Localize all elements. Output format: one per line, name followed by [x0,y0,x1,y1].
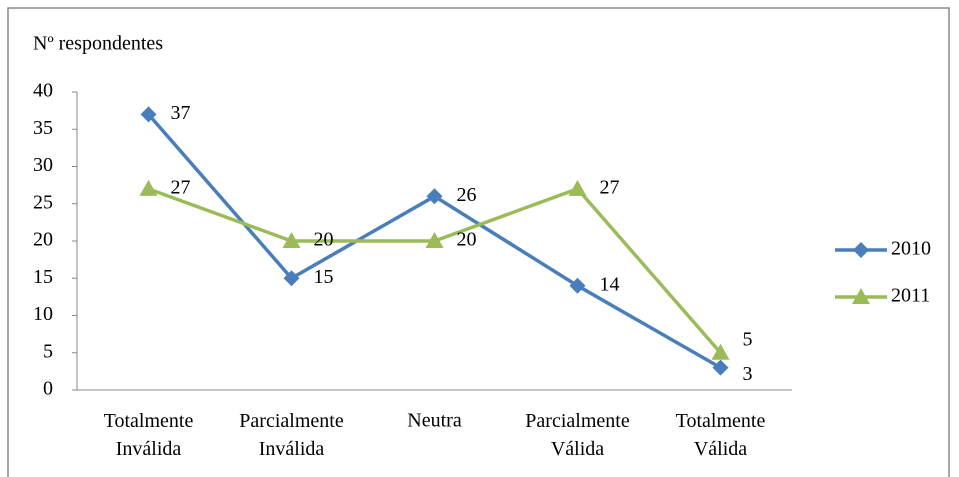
y-tick-label: 0 [43,378,53,400]
y-tick-label: 15 [33,266,53,288]
data-label: 20 [457,229,477,251]
data-label: 15 [314,266,334,288]
legend-label: 2010 [891,238,931,260]
marker [426,188,443,205]
marker [283,270,300,287]
chart-border [7,7,950,477]
x-tick-label: Neutra [407,410,462,432]
y-tick-label: 40 [33,80,53,102]
y-tick-label: 25 [33,191,53,213]
marker [140,106,157,123]
marker [852,288,870,304]
y-tick-label: 30 [33,154,53,176]
y-axis-label: Nº respondentes [33,33,163,55]
x-tick-label: Totalmente Inválida [104,410,194,460]
marker [282,232,301,248]
x-tick-label: Parcialmente Válida [525,410,630,460]
marker [569,277,586,294]
legend-label: 2011 [891,285,930,307]
data-label: 5 [743,328,753,350]
data-label: 14 [600,273,620,295]
marker [568,179,587,196]
x-tick-label: Totalmente Válida [676,410,766,460]
marker [425,232,444,248]
y-tick-label: 20 [33,229,53,251]
marker [853,242,869,258]
marker [139,179,158,196]
y-tick-label: 10 [33,303,53,325]
data-label: 26 [457,184,477,206]
data-label: 3 [743,363,753,385]
y-tick-label: 35 [33,117,53,139]
marker [711,343,730,360]
data-label: 20 [314,229,334,251]
data-label: 27 [171,176,191,198]
data-label: 37 [171,102,191,124]
marker [712,359,729,376]
x-tick-label: Parcialmente Inválida [239,410,344,460]
y-tick-label: 5 [43,340,53,362]
data-label: 27 [600,176,620,198]
